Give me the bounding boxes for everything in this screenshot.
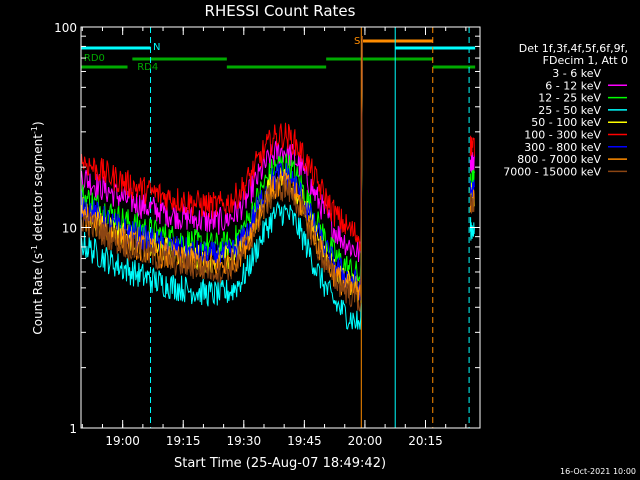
legend-label: 3 - 6 keV	[552, 67, 601, 80]
rd0-label: RD0	[84, 53, 105, 64]
s-label: S	[354, 36, 360, 47]
y-axis-label: Count Rate (s-1 detector segment-1)	[30, 121, 45, 334]
series-line-8	[81, 36, 363, 313]
x-tick-label: 20:15	[408, 434, 443, 448]
x-tick-label: 20:00	[348, 434, 383, 448]
series-line-5	[81, 36, 363, 252]
series-line-1	[81, 36, 363, 263]
series-line-3	[81, 36, 363, 330]
flag-bars: RD0 RD4 N S	[81, 27, 476, 428]
legend-label: 6 - 12 keV	[545, 79, 601, 92]
legend-label: 7000 - 15000 keV	[503, 165, 601, 178]
legend-label: 25 - 50 keV	[538, 104, 601, 117]
legend-header-line-1: Det 1f,3f,4f,5f,6f,9f,	[519, 42, 628, 55]
y-tick-label: 10	[62, 222, 77, 236]
y-tick-label: 1	[69, 422, 77, 436]
legend-label: 100 - 300 keV	[524, 129, 601, 142]
axes: 19:00 19:15 19:30 19:45 20:00 20:15 1 10 100	[54, 21, 481, 448]
series-line-end-5	[469, 135, 475, 157]
chart-title: RHESSI Count Rates	[205, 2, 356, 20]
legend-label: 50 - 100 keV	[531, 116, 601, 129]
x-tick-label: 19:00	[105, 434, 140, 448]
y-tick-label: 100	[54, 21, 77, 35]
legend-label: 800 - 7000 keV	[517, 153, 601, 166]
x-axis-label: Start Time (25-Aug-07 18:49:42)	[174, 456, 386, 471]
rd4-label: RD4	[137, 62, 158, 73]
x-tick-label: 19:15	[166, 434, 201, 448]
legend-header-line-2: FDecim 1, Att 0	[543, 54, 628, 67]
night-label: N	[153, 42, 160, 53]
series-line-end-8	[469, 193, 475, 214]
x-tick-label: 19:30	[227, 434, 262, 448]
x-tick-label: 19:45	[287, 434, 322, 448]
footer-date: 16-Oct-2021 10:00	[560, 467, 636, 476]
legend-label: 12 - 25 keV	[538, 92, 601, 105]
legend-label: 300 - 800 keV	[524, 141, 601, 154]
series-lines	[81, 36, 475, 330]
